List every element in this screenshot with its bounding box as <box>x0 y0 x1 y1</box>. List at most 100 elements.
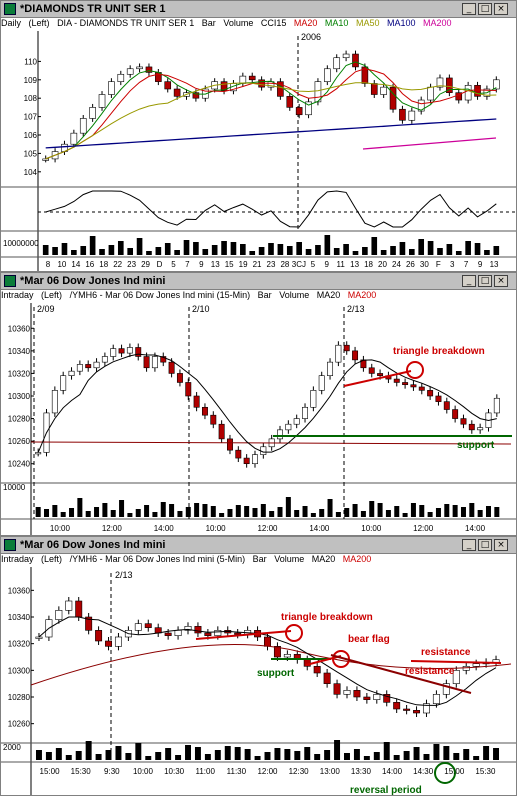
maximize-button[interactable]: □ <box>478 539 492 551</box>
volume-bar <box>493 246 500 255</box>
volume-bar <box>85 741 92 760</box>
price-bar <box>460 418 467 425</box>
volume-bar <box>214 750 221 760</box>
window-titlebar[interactable]: *DIAMONDS TR UNIT SER 1 _ □ × <box>1 1 516 18</box>
price-bar <box>220 81 228 92</box>
volume-bar <box>155 247 162 255</box>
price-bar <box>403 708 411 711</box>
price-bar <box>377 373 384 376</box>
volume-bar <box>484 250 490 255</box>
volume-bar <box>99 249 105 255</box>
x-tick-label: 18 <box>364 260 373 269</box>
price-bar <box>393 378 400 383</box>
maximize-button[interactable]: □ <box>478 3 492 15</box>
volume-bar <box>394 506 400 517</box>
x-tick-label: 24 <box>392 260 401 269</box>
volume-bar <box>260 504 266 517</box>
volume-bar <box>403 751 410 760</box>
window-title: *Mar 06 Dow Jones Ind mini <box>20 275 166 287</box>
volume-bar <box>89 236 96 255</box>
x-tick-label: 9:30 <box>104 767 120 776</box>
close-button[interactable]: × <box>494 3 508 15</box>
price-bar <box>393 702 401 710</box>
close-button[interactable]: × <box>494 539 508 551</box>
volume-bar <box>221 241 227 255</box>
price-bar <box>399 108 406 121</box>
volume-bar <box>371 237 378 255</box>
volume-bar <box>258 247 265 255</box>
y-tick-label: 10360 <box>8 586 31 595</box>
price-bar <box>227 438 233 451</box>
volume-bar <box>224 746 231 760</box>
price-bar <box>248 75 256 81</box>
volume-bar <box>418 239 425 255</box>
volume-bar <box>427 241 434 255</box>
volume-bar <box>352 504 358 517</box>
x-tick-label: 29 <box>141 260 150 269</box>
window-titlebar[interactable]: *Mar 06 Dow Jones Ind mini _ □ × <box>1 273 516 290</box>
price-bar <box>143 356 150 369</box>
x-tick-label: 10 <box>57 260 66 269</box>
volume-bar <box>333 248 340 255</box>
price-bar <box>333 57 341 70</box>
window-title: *Mar 06 Dow Jones Ind mini <box>20 539 166 551</box>
volume-bar <box>277 244 284 255</box>
volume-bar <box>61 243 68 255</box>
x-tick-label: 12:00 <box>257 524 278 533</box>
panel-ym-15min[interactable]: *Mar 06 Dow Jones Ind mini _ □ × Intrada… <box>0 272 517 536</box>
volume-bar <box>244 506 250 517</box>
chart-area-5min[interactable]: 2/13 10360 10340 10320 10300 10280 10260 tria… <box>1 567 516 795</box>
y-tick-label: 10360 <box>8 324 31 333</box>
y-tick-label: 109 <box>24 76 38 85</box>
price-bar <box>363 696 371 700</box>
chart-area-daily[interactable]: 2006 110 109 108 107 106 105 104 10000000 8 10 1… <box>1 31 516 271</box>
price-bar <box>118 348 125 354</box>
info-volume: Volume <box>279 290 310 300</box>
volume-scale-label: 10000 <box>3 483 26 492</box>
price-bar <box>98 94 106 108</box>
x-tick-label: 15 <box>225 260 234 269</box>
volume-bar <box>185 507 191 517</box>
window-titlebar[interactable]: *Mar 06 Dow Jones Ind mini _ □ × <box>1 537 516 554</box>
session-date-label: 2/13 <box>347 304 365 314</box>
price-bar <box>305 101 312 116</box>
volume-scale-label: 2000 <box>3 743 21 752</box>
minimize-button[interactable]: _ <box>462 539 476 551</box>
volume-bar <box>115 746 122 760</box>
volume-bar <box>453 753 460 760</box>
x-tick-label: F <box>436 260 441 269</box>
panel-dia-daily[interactable]: *DIAMONDS TR UNIT SER 1 _ □ × Daily (Lef… <box>0 0 517 272</box>
x-tick-label: 28 <box>280 260 289 269</box>
volume-bar <box>44 509 50 517</box>
price-bar <box>210 414 217 425</box>
chart-area-15min[interactable]: 2/09 2/10 2/13 10360 10340 10320 10300 10280… <box>1 303 516 535</box>
x-tick-label: 23 <box>267 260 276 269</box>
volume-bar <box>254 756 261 760</box>
panel-ym-5min[interactable]: *Mar 06 Dow Jones Ind mini _ □ × Intrada… <box>0 536 517 796</box>
price-bar <box>42 158 49 161</box>
price-bar <box>335 344 342 363</box>
volume-bar <box>227 509 233 517</box>
x-tick-label: 16 <box>85 260 94 269</box>
close-button[interactable]: × <box>494 275 508 287</box>
volume-bar <box>177 511 183 517</box>
price-bar <box>144 623 152 628</box>
price-bar <box>145 66 153 73</box>
price-bar <box>422 703 430 714</box>
price-bar <box>185 382 192 397</box>
price-bar <box>293 418 300 425</box>
volume-bar <box>305 249 312 255</box>
price-bar <box>93 361 100 369</box>
volume-bar <box>102 503 108 517</box>
minimize-button[interactable]: _ <box>462 275 476 287</box>
volume-bar <box>433 744 440 760</box>
volume-bar <box>155 752 162 760</box>
maximize-button[interactable]: □ <box>478 275 492 287</box>
volume-bar <box>135 509 141 517</box>
volume-bar <box>413 747 420 760</box>
minimize-button[interactable]: _ <box>462 3 476 15</box>
price-bar <box>136 66 143 70</box>
volume-bar <box>485 506 491 517</box>
x-tick-label: 9 <box>199 260 204 269</box>
y-tick-label: 10260 <box>8 437 31 446</box>
